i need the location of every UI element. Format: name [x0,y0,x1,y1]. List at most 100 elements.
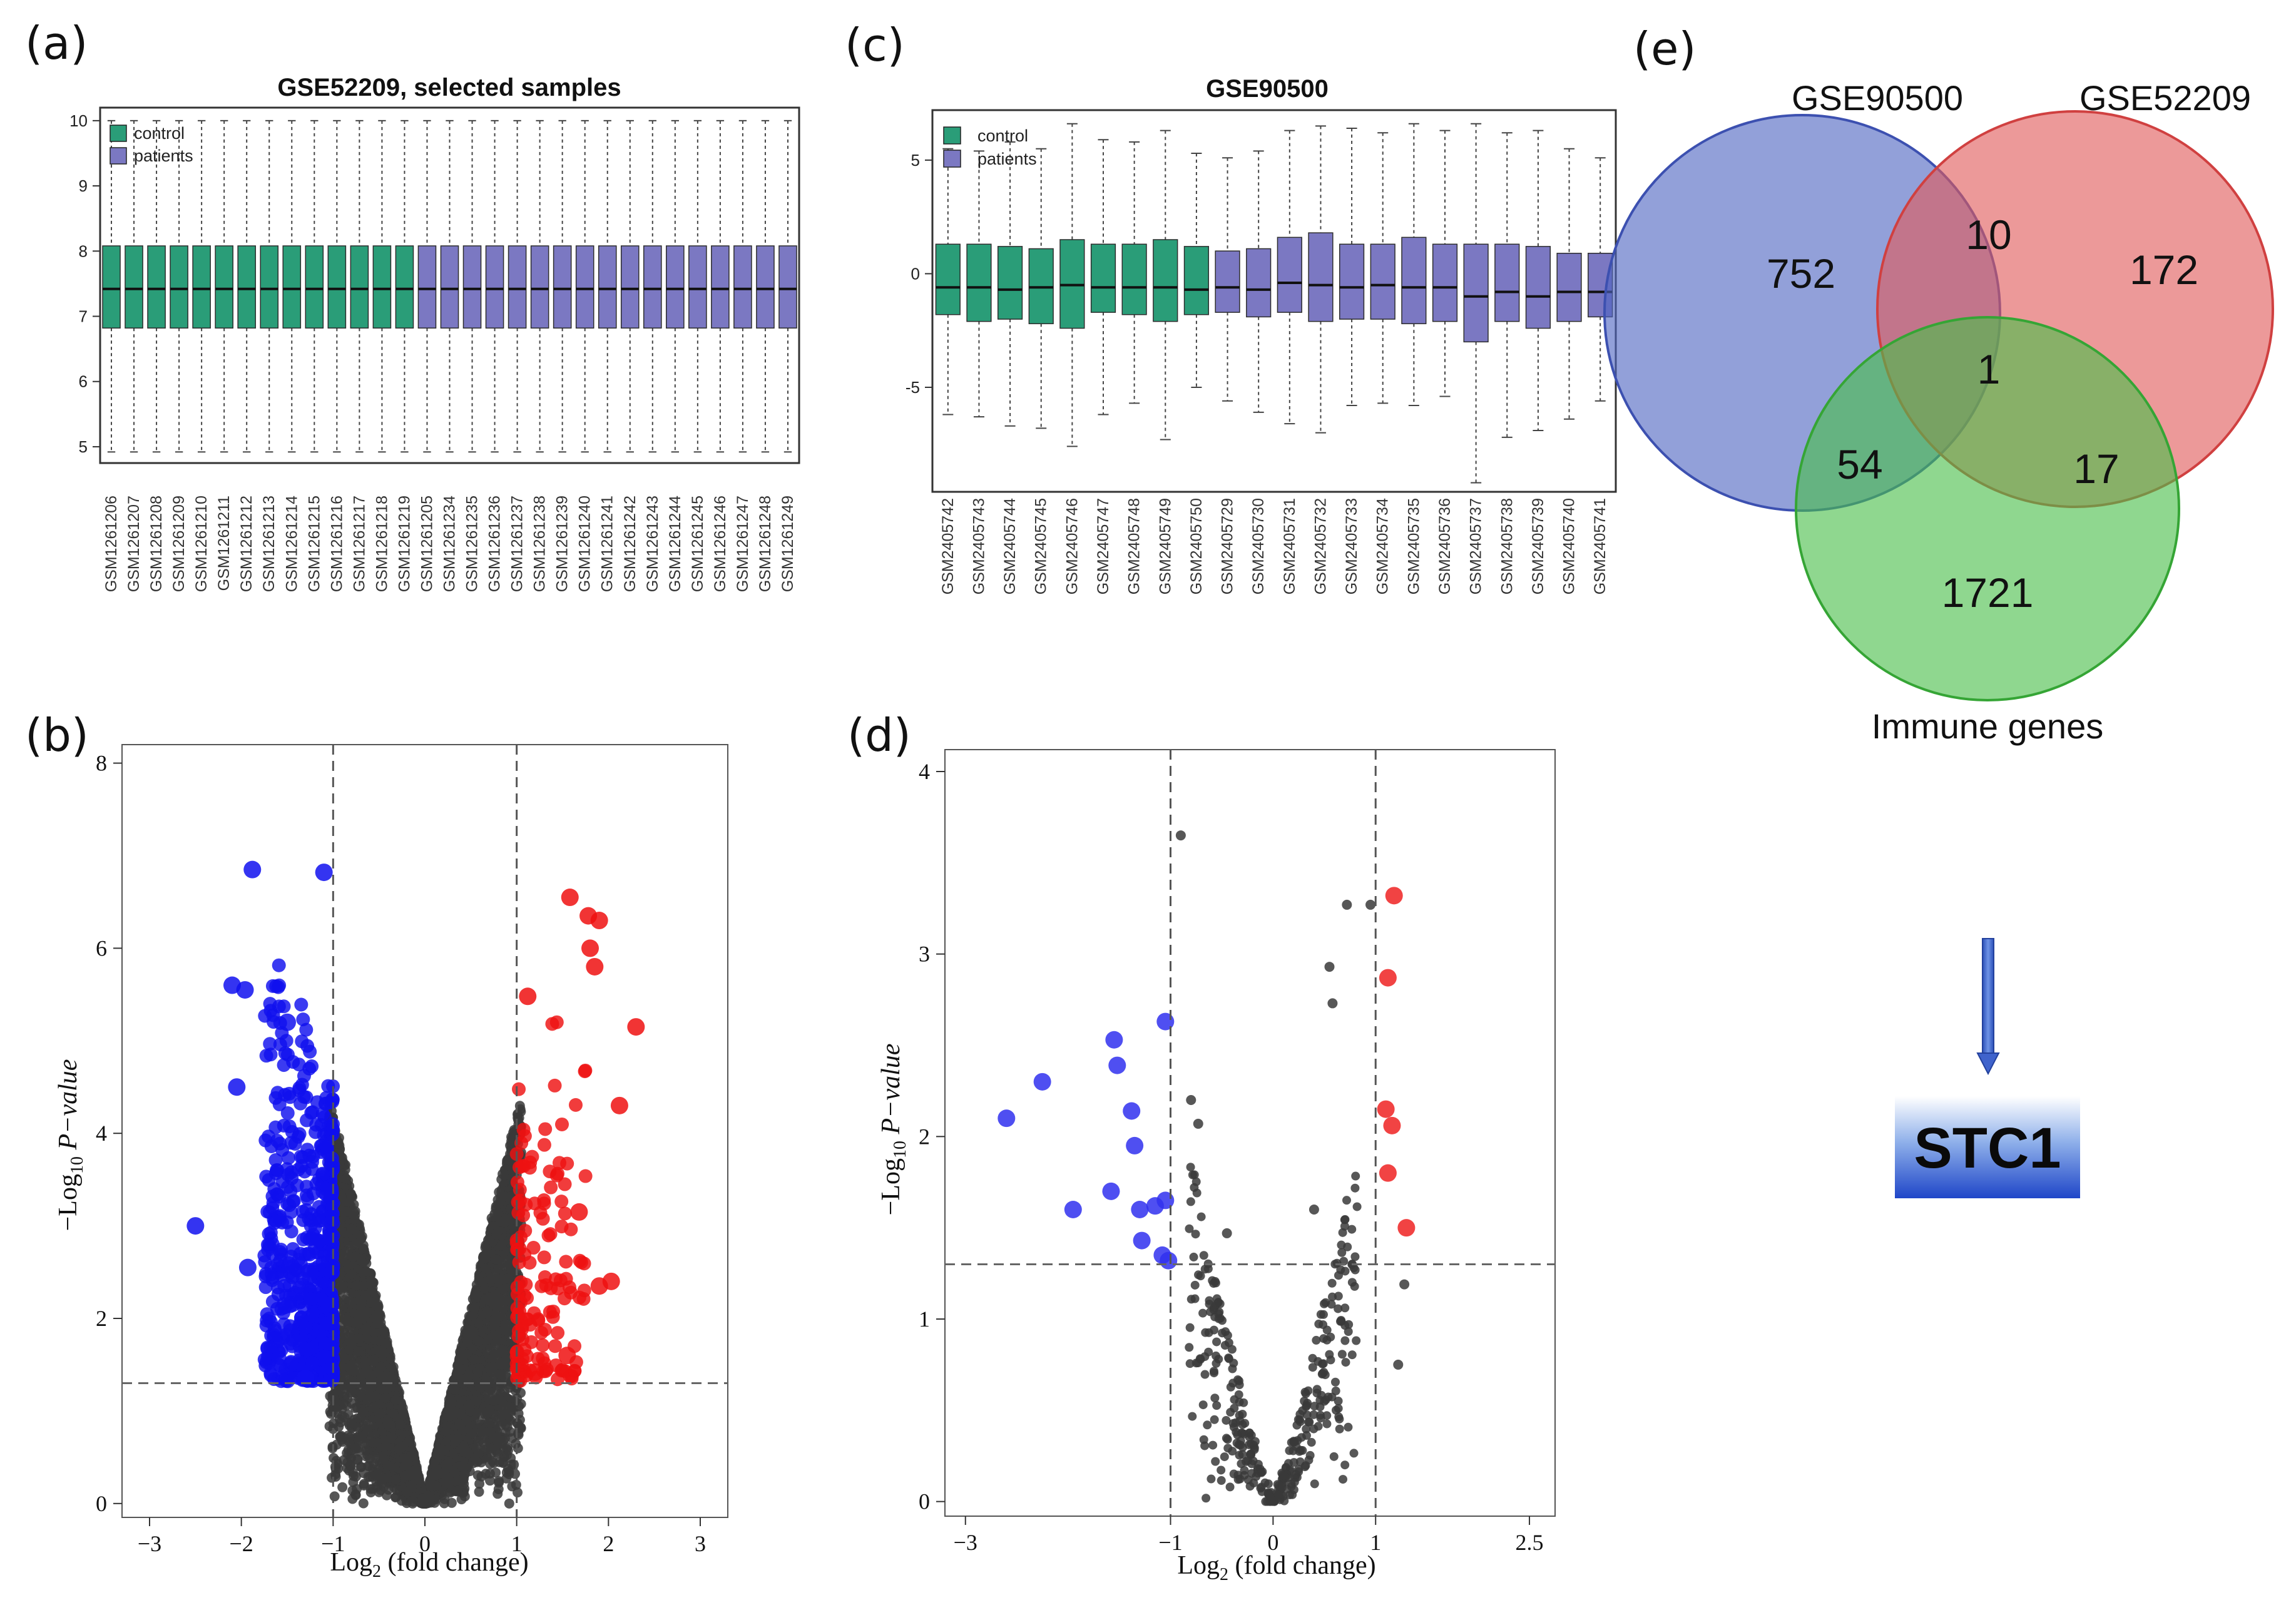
y-tick-label: 0 [911,264,920,283]
sample-label: GSM2405744 [1001,498,1019,594]
y-tick-label: -5 [906,378,920,397]
point-nonsignificant [513,1487,523,1498]
box [350,245,369,329]
panel-label-b: (b) [25,709,89,762]
point-nonsignificant [492,1489,503,1499]
point-nonsignificant [474,1416,484,1427]
point-nonsignificant [494,1477,504,1488]
chart-title-c: GSE90500 [1206,75,1329,103]
sample-label: GSM2405729 [1219,498,1237,594]
point-nonsignificant [329,1491,340,1502]
box [1525,246,1551,329]
box [1277,237,1302,313]
legend-label-patients-c: patients [977,150,1037,168]
point-nonsignificant [330,1462,340,1472]
point-nonsignificant [352,1455,363,1465]
y-tick-label: 5 [911,151,920,170]
box [966,243,992,322]
point-nonsignificant [485,1475,496,1486]
sample-label: GSM2405739 [1529,498,1547,594]
legend-label-patients-a: patients [134,146,193,165]
box [1215,250,1240,313]
point-nonsignificant [364,1460,375,1471]
box [643,245,662,329]
box [485,245,504,329]
box [1090,243,1116,313]
box [462,245,482,329]
box [237,245,257,329]
sample-label: GSM2405731 [1281,498,1299,594]
box [260,245,279,329]
box [1401,237,1427,325]
y-tick-label: 6 [79,372,88,391]
y-tick-label: 10 [69,111,88,130]
plot-frame-b [121,744,728,1518]
box [1432,243,1458,322]
sample-label: GSM2405746 [1063,498,1081,594]
box [733,245,752,329]
point-nonsignificant [513,1443,523,1454]
plot-frame-a [99,106,800,464]
box [1463,243,1489,343]
sample-label: GSM2405733 [1343,498,1360,594]
sample-label: GSM1261205 [418,496,436,592]
box [1183,246,1210,315]
sample-label: GSM1261216 [328,496,345,592]
sample-label: GSM1261238 [531,496,549,592]
box [1370,243,1395,320]
sample-label: GSM1261207 [125,496,143,592]
sample-label: GSM2405736 [1436,498,1454,594]
sample-label: GSM1261240 [576,496,594,592]
panel-label-c: (c) [845,19,905,71]
box [711,245,730,329]
box [440,245,459,329]
sample-label: GSM1261213 [260,496,278,592]
sample-label: GSM2405732 [1312,498,1329,594]
point-nonsignificant [439,1498,449,1509]
sample-label: GSM1261209 [170,496,188,592]
point-nonsignificant [515,1104,526,1114]
sample-label: GSM1261208 [148,496,165,592]
box [530,245,549,329]
sample-label: GSM1261235 [464,496,481,592]
sample-label: GSM2405737 [1467,498,1485,594]
y-tick-label: 8 [79,242,88,260]
box [997,246,1023,320]
sample-label: GSM1261244 [666,496,684,592]
point-nonsignificant [329,1453,339,1464]
sample-label: GSM1261247 [734,496,752,592]
sample-label: GSM1261239 [554,496,571,592]
box [1556,253,1582,322]
chart-title-a: GSE52209, selected samples [277,74,621,101]
point-nonsignificant [350,1490,361,1501]
box [666,245,685,329]
box [372,245,392,329]
box [598,245,617,329]
sample-label: GSM1261234 [441,496,459,592]
box [1494,243,1520,322]
box [305,245,324,329]
panel-label-a: (a) [25,17,88,69]
point-nonsignificant [504,1498,514,1509]
legend-swatch-patients-c [943,150,961,168]
box [417,245,437,329]
box [575,245,594,329]
box [102,245,121,329]
boxes-c [935,123,1613,484]
sample-labels-a: GSM1261206 GSM1261207 GSM1261208 GSM1261209… [103,496,797,592]
box [1153,239,1178,322]
box [282,245,302,329]
sample-label: GSM2405740 [1561,498,1578,594]
sample-label: GSM1261212 [238,496,255,592]
sample-label: GSM2405742 [939,498,957,594]
sample-label: GSM2405734 [1374,498,1392,594]
y-axis-c: -5 0 5 [906,151,932,397]
nonsignificant-cloud-b [324,1100,526,1509]
point-nonsignificant [473,1449,484,1460]
box [215,245,233,329]
sample-label: GSM1261246 [712,496,729,592]
sample-label: GSM1261245 [689,496,707,592]
